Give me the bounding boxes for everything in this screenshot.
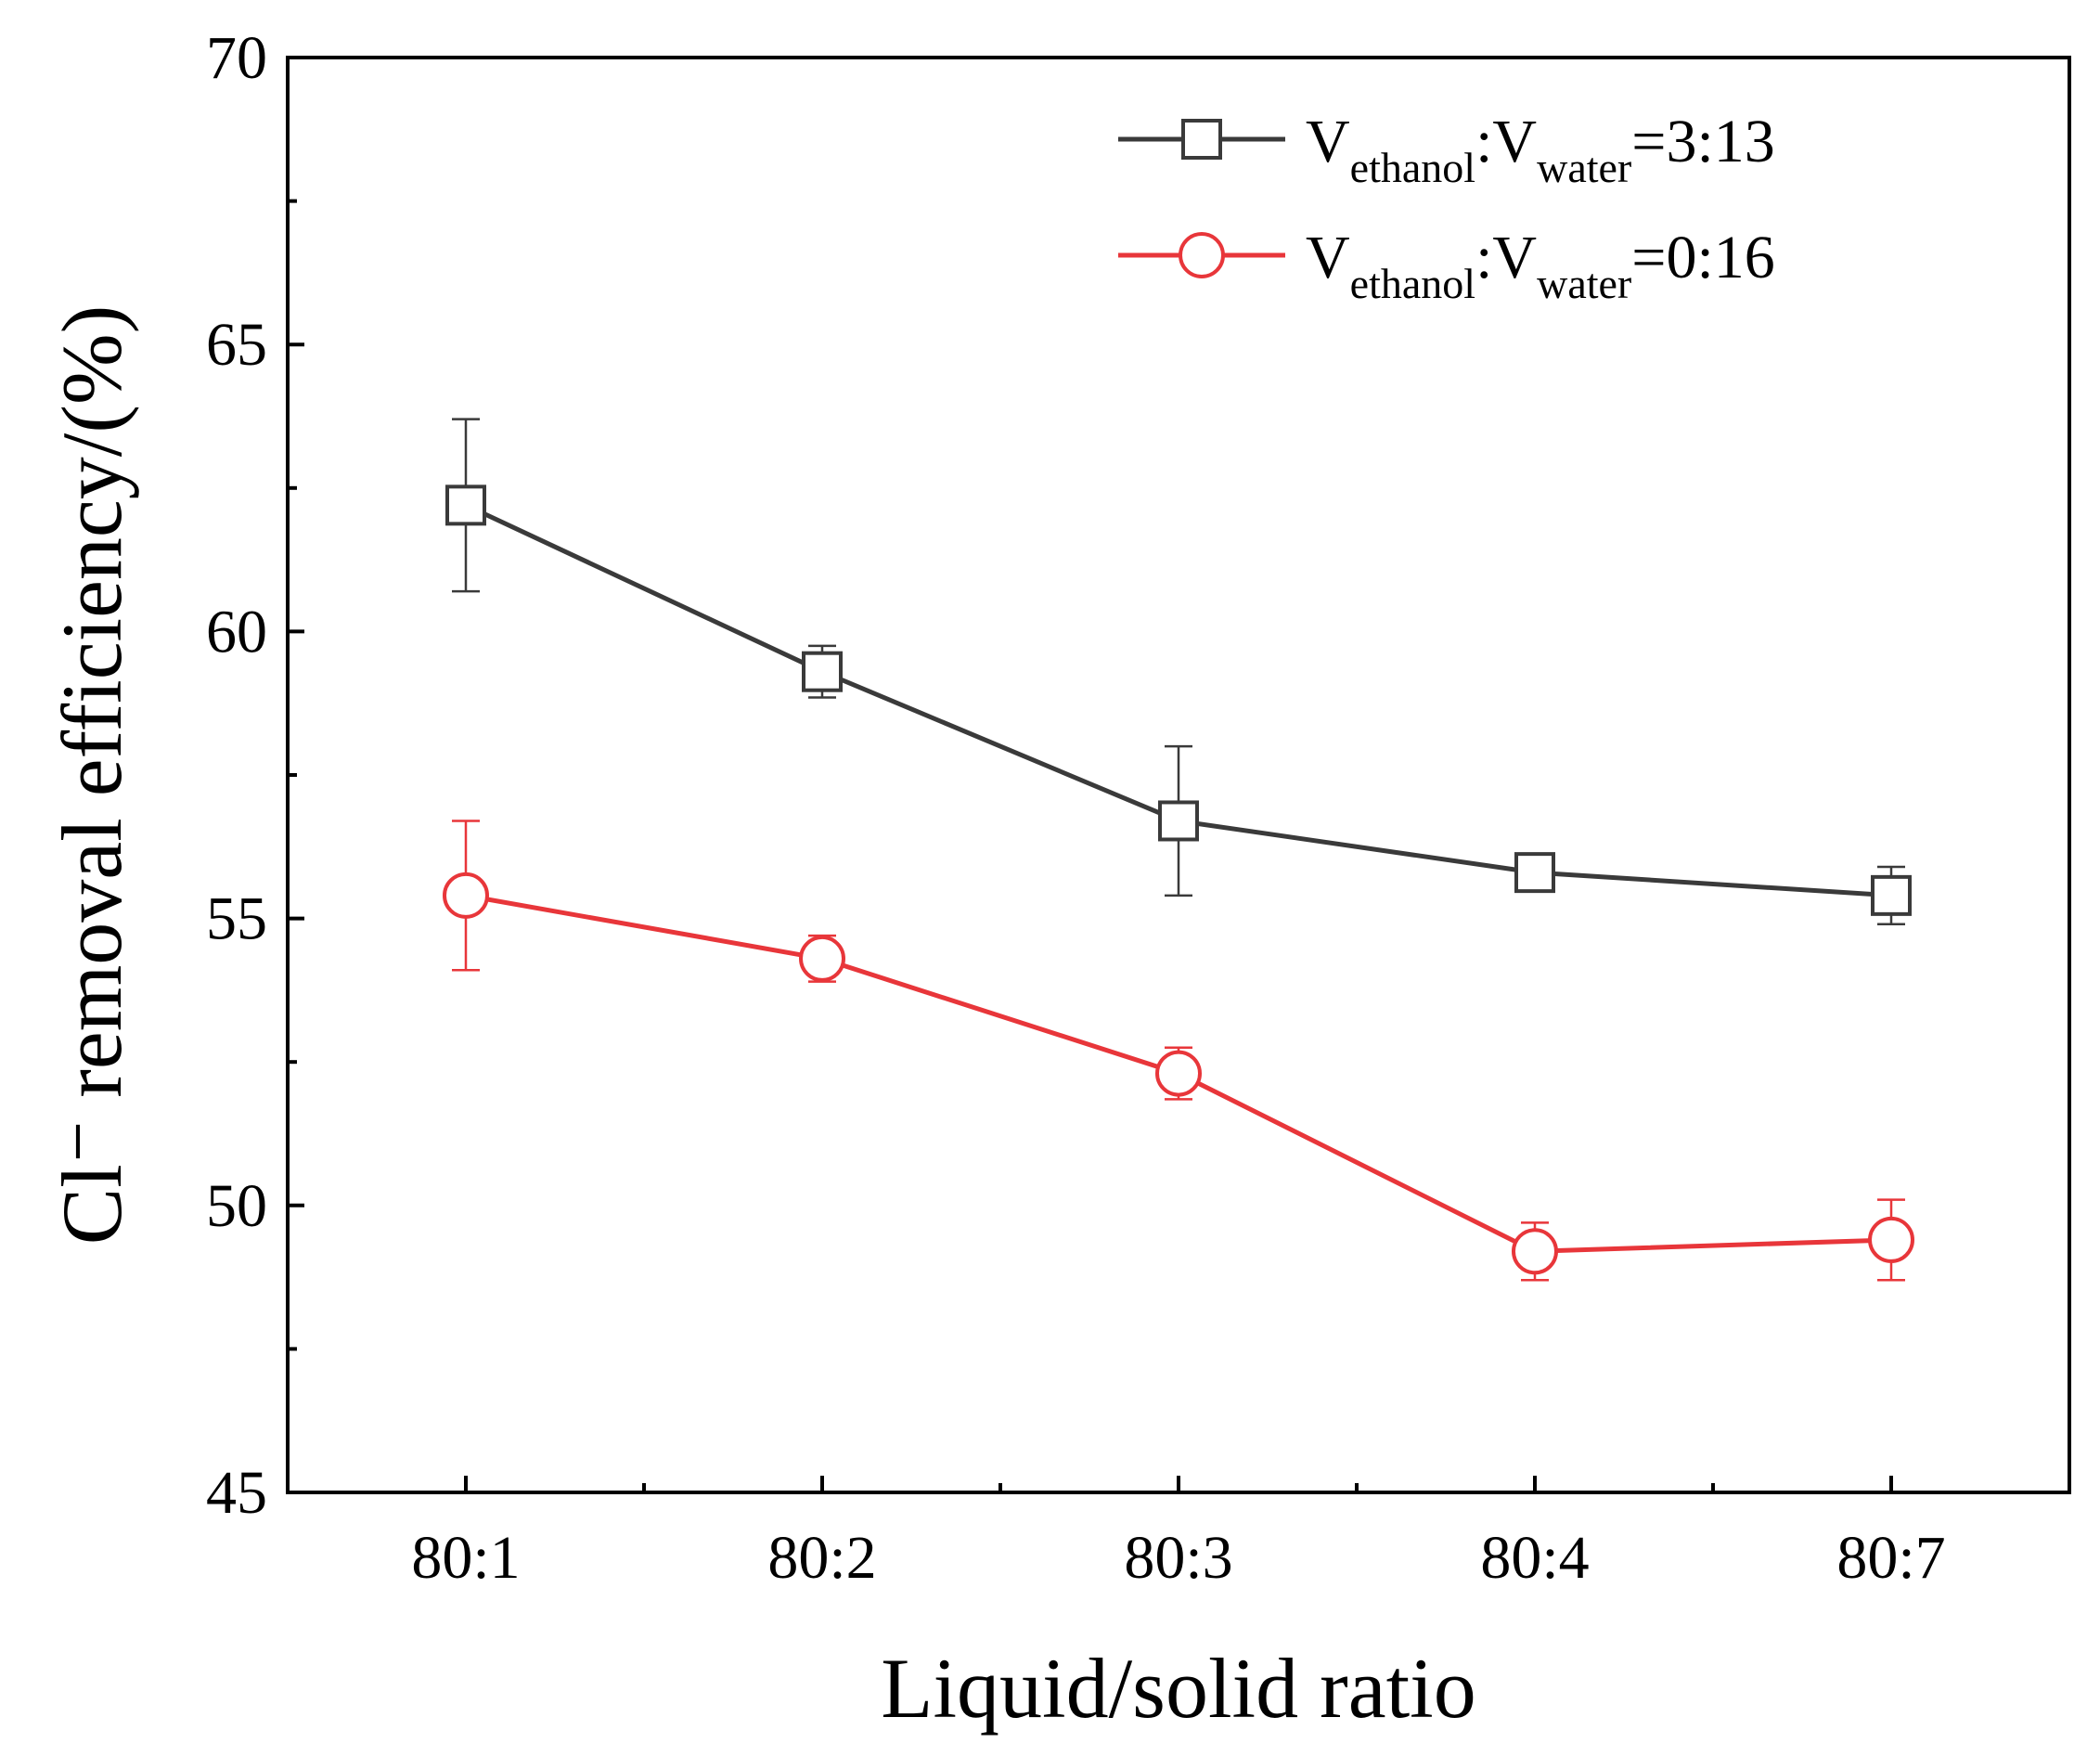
y-tick-label: 70 <box>206 24 267 92</box>
x-tick-label: 80:3 <box>1124 1524 1232 1592</box>
data-point <box>1868 1216 1914 1263</box>
x-tick-label: 80:1 <box>411 1524 520 1592</box>
y-tick-label: 55 <box>206 885 267 953</box>
data-point <box>1514 852 1555 894</box>
axes-layer: 80:1 80:2 80:3 80:4 80:7 45 50 55 60 65 70 <box>206 24 2071 1592</box>
y-tick-label: 50 <box>206 1172 267 1240</box>
data-point <box>1871 874 1912 916</box>
x-tick-label: 80:7 <box>1836 1524 1945 1592</box>
data-point <box>1512 1228 1558 1275</box>
legend-marker <box>1181 119 1222 160</box>
legend-entry: Vethanol:Vwater=3:13 <box>1118 108 1775 191</box>
x-tick-label: 80:2 <box>767 1524 876 1592</box>
x-axis-title: Liquid/solid ratio <box>881 1641 1475 1736</box>
x-tick-label: 80:4 <box>1480 1524 1589 1592</box>
series-1 <box>445 418 1912 926</box>
data-point <box>443 872 489 919</box>
data-point <box>1158 800 1199 842</box>
data-point <box>445 484 486 526</box>
data-point <box>1155 1050 1202 1097</box>
legend-entry: Vethanol:Vwater=0:16 <box>1118 224 1775 307</box>
data-point <box>799 935 845 982</box>
y-tick-label: 65 <box>206 311 267 379</box>
data-point <box>802 651 843 692</box>
y-tick-label: 60 <box>206 598 267 665</box>
series-layer <box>443 418 1914 1282</box>
legend-marker <box>1179 232 1225 278</box>
legend-label: Vethanol:Vwater=3:13 <box>1306 108 1775 191</box>
y-axis-title: Cl⁻ removal efficiency/(%) <box>45 305 139 1245</box>
series-2 <box>443 820 1914 1282</box>
y-tick-label: 45 <box>206 1459 267 1527</box>
legend: Vethanol:Vwater=3:13 Vethanol:Vwater=0:16 <box>1118 108 1775 307</box>
legend-label: Vethanol:Vwater=0:16 <box>1306 224 1775 307</box>
